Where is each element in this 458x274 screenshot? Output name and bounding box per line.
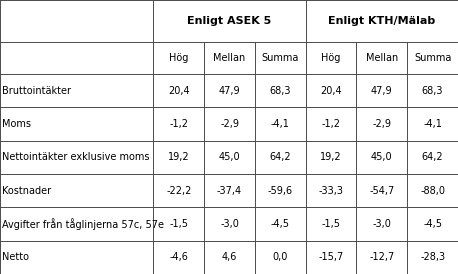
Text: 19,2: 19,2	[320, 152, 342, 162]
Text: -4,5: -4,5	[423, 219, 442, 229]
Text: Hög: Hög	[322, 53, 341, 63]
Text: -4,5: -4,5	[271, 219, 290, 229]
Text: 47,9: 47,9	[371, 86, 393, 96]
Text: -4,6: -4,6	[169, 252, 188, 262]
Text: 64,2: 64,2	[422, 152, 443, 162]
Text: -3,0: -3,0	[372, 219, 391, 229]
Text: -1,2: -1,2	[322, 119, 341, 129]
Text: 20,4: 20,4	[168, 86, 190, 96]
Text: -33,3: -33,3	[319, 186, 344, 196]
Text: Summa: Summa	[414, 53, 451, 63]
Text: Netto: Netto	[2, 252, 29, 262]
Text: 19,2: 19,2	[168, 152, 190, 162]
Text: Moms: Moms	[2, 119, 31, 129]
Text: 4,6: 4,6	[222, 252, 237, 262]
Text: 45,0: 45,0	[371, 152, 393, 162]
Text: 0,0: 0,0	[273, 252, 288, 262]
Text: Mellan: Mellan	[213, 53, 245, 63]
Text: -22,2: -22,2	[166, 186, 191, 196]
Text: 68,3: 68,3	[270, 86, 291, 96]
Text: 68,3: 68,3	[422, 86, 443, 96]
Text: 20,4: 20,4	[320, 86, 342, 96]
Text: -12,7: -12,7	[369, 252, 394, 262]
Text: 47,9: 47,9	[219, 86, 240, 96]
Text: -3,0: -3,0	[220, 219, 239, 229]
Text: Avgifter från tåglinjerna 57c, 57e: Avgifter från tåglinjerna 57c, 57e	[2, 218, 164, 230]
Text: Kostnader: Kostnader	[2, 186, 51, 196]
Text: Nettointäkter exklusive moms: Nettointäkter exklusive moms	[2, 152, 149, 162]
Text: Enligt ASEK 5: Enligt ASEK 5	[187, 16, 272, 26]
Text: Bruttointäkter: Bruttointäkter	[2, 86, 71, 96]
Text: -4,1: -4,1	[423, 119, 442, 129]
Text: -37,4: -37,4	[217, 186, 242, 196]
Text: -2,9: -2,9	[220, 119, 239, 129]
Text: -1,5: -1,5	[169, 219, 188, 229]
Text: -2,9: -2,9	[372, 119, 391, 129]
Text: -4,1: -4,1	[271, 119, 290, 129]
Text: Hög: Hög	[169, 53, 189, 63]
Text: -88,0: -88,0	[420, 186, 445, 196]
Text: Enligt KTH/Mälab: Enligt KTH/Mälab	[328, 16, 436, 26]
Text: 64,2: 64,2	[269, 152, 291, 162]
Text: -28,3: -28,3	[420, 252, 445, 262]
Text: 45,0: 45,0	[219, 152, 240, 162]
Text: Summa: Summa	[262, 53, 299, 63]
Text: Mellan: Mellan	[366, 53, 398, 63]
Text: -1,2: -1,2	[169, 119, 188, 129]
Text: -59,6: -59,6	[268, 186, 293, 196]
Text: -15,7: -15,7	[318, 252, 344, 262]
Text: -1,5: -1,5	[322, 219, 341, 229]
Text: -54,7: -54,7	[369, 186, 394, 196]
